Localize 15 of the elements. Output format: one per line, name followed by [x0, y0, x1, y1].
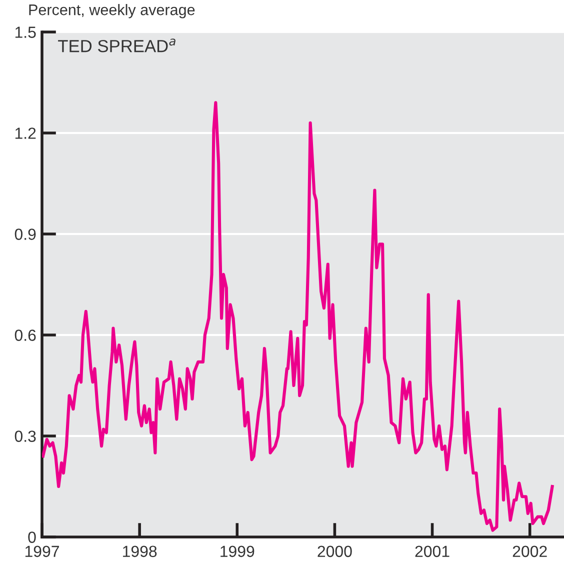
- x-tick-label: 1998: [123, 546, 157, 558]
- y-tick-label: 0.3: [14, 430, 36, 442]
- y-tick-label: 1.5: [15, 26, 36, 38]
- y-axis-title: Percent, weekly average: [29, 4, 195, 18]
- x-tick-label: 2002: [512, 546, 547, 558]
- chart-title: TED SPREAD$^{a}$: [58, 38, 176, 52]
- y-tick-label: 0: [28, 532, 36, 543]
- y-tick-label: 0.6: [14, 330, 36, 341]
- x-tick-label: 2000: [318, 546, 352, 558]
- x-tick-label: 2001: [415, 546, 450, 558]
- y-tick-label: 0.9: [14, 228, 36, 240]
- line-series: [42, 101, 554, 532]
- x-tick-label: 1997: [25, 546, 59, 558]
- y-tick-label: 1.2: [15, 128, 36, 139]
- x-tick-label: 1999: [220, 546, 254, 558]
